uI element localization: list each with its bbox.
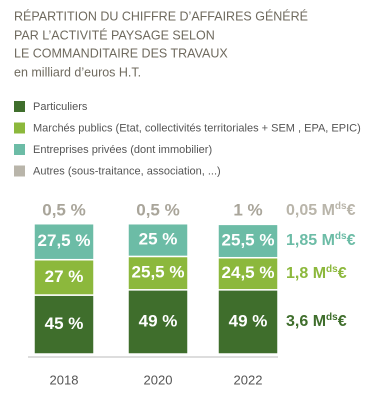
annotation-sup: ds: [326, 312, 338, 323]
annotation-sup: ds: [335, 201, 347, 212]
bar-segment: [217, 289, 279, 355]
legend-label: Particuliers: [33, 101, 88, 113]
annotation-unit: €: [347, 202, 356, 219]
x-tick-label: 2020: [144, 372, 173, 387]
bar-segment: [217, 223, 279, 259]
legend-swatch: [14, 165, 25, 177]
value-label: 0,5 %: [136, 200, 179, 219]
value-label: 25,5 %: [132, 263, 185, 282]
chart-title: LE COMMANDITAIRE DES TRAVAUX: [14, 46, 228, 60]
bar-segment: [127, 222, 189, 225]
value-label: 49 %: [229, 311, 268, 330]
annotation-amount: 0,05 M: [286, 202, 335, 219]
bar-segment: [33, 222, 95, 225]
bar-segment: [127, 255, 189, 291]
value-label: 24,5 %: [222, 263, 275, 282]
bar-segment: [33, 258, 95, 296]
annotation: 0,05 Mds€: [286, 201, 356, 220]
legend-label: Entreprises privées (dont immobilier): [33, 144, 212, 156]
annotation-amount: 1,8 M: [286, 265, 326, 282]
annotation-unit: €: [338, 265, 347, 282]
chart-subtitle: en milliard d’euros H.T.: [14, 65, 141, 79]
value-label: 45 %: [45, 314, 84, 333]
value-label: 0,5 %: [42, 200, 85, 219]
legend-swatch: [14, 101, 25, 112]
bar-segment: [217, 222, 279, 226]
annotation-amount: 3,6 M: [286, 313, 326, 330]
legend-label: Autres (sous-traitance, association, ...…: [33, 165, 221, 177]
legend-swatch: [14, 144, 25, 155]
value-label: 25 %: [139, 230, 178, 249]
value-label: 25,5 %: [222, 230, 275, 249]
value-label: 1 %: [233, 200, 262, 219]
value-label: 49 %: [139, 311, 178, 330]
annotation: 1,85 Mds€: [286, 231, 356, 250]
annotation-sup: ds: [326, 263, 338, 274]
annotation-amount: 1,85 M: [286, 232, 335, 249]
annotation-sup: ds: [335, 231, 347, 242]
annotation: 3,6 Mds€: [286, 312, 347, 331]
value-label: 27,5 %: [38, 231, 91, 250]
legend-label: Marchés publics (Etat, collectivités ter…: [33, 122, 361, 134]
annotation: 1,8 Mds€: [286, 263, 347, 282]
annotation-unit: €: [338, 313, 347, 330]
value-label: 27 %: [45, 267, 84, 286]
x-tick-label: 2018: [50, 372, 79, 387]
legend-swatch: [14, 122, 25, 134]
bar-segment: [217, 256, 279, 291]
chart-title: RÉPARTITION DU CHIFFRE D’AFFAIRES GÉNÉRÉ: [14, 8, 308, 23]
x-tick-label: 2022: [234, 372, 263, 387]
annotation-unit: €: [347, 232, 356, 249]
bar-segment: [33, 294, 95, 355]
chart-title: PAR L’ACTIVITÉ PAYSAGE SELON: [14, 27, 215, 42]
bar-segment: [127, 289, 189, 355]
bar-segment: [127, 222, 189, 258]
